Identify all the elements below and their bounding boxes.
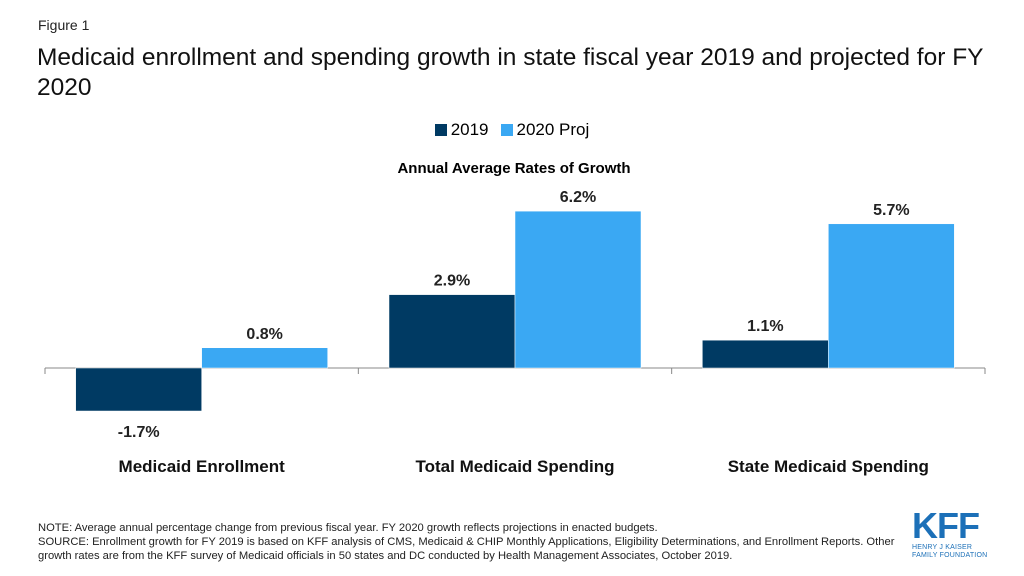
- page-title: Medicaid enrollment and spending growth …: [37, 44, 984, 101]
- data-label: 6.2%: [560, 189, 596, 206]
- category-label: Total Medicaid Spending: [416, 457, 615, 476]
- bar-2019: [702, 339, 829, 369]
- source-note: NOTE: Average annual percentage change f…: [38, 521, 898, 563]
- category-label: Medicaid Enrollment: [119, 457, 286, 476]
- bar-chart: -1.7% 0.8% Medicaid Enrollment 2.9% 6.2% Tota…: [44, 189, 986, 476]
- bar-2019: [388, 294, 516, 369]
- category-label: State Medicaid Spending: [728, 457, 929, 476]
- data-label: 2.9%: [434, 273, 470, 290]
- bar-2020-proj: [514, 210, 642, 369]
- chart-subtitle: Annual Average Rates of Growth: [397, 160, 631, 177]
- data-label: 0.8%: [246, 326, 282, 343]
- bar-2020-proj: [201, 347, 328, 369]
- figure-label: Figure 1: [38, 17, 90, 33]
- kff-logo: KFF HENRY J KAISER FAMILY FOUNDATION: [912, 508, 992, 560]
- logo-line-2: FAMILY FOUNDATION: [912, 552, 988, 559]
- data-label: 1.1%: [747, 318, 783, 335]
- data-label: 5.7%: [873, 202, 909, 219]
- legend-item-2020-proj: 2020 Proj: [500, 120, 590, 140]
- source-text: SOURCE: Enrollment growth for FY 2019 is…: [38, 536, 895, 562]
- logo-line-1: HENRY J KAISER: [912, 544, 973, 551]
- bar-2019: [75, 367, 202, 412]
- note-text: NOTE: Average annual percentage change f…: [38, 522, 658, 534]
- bar-2020-proj: [828, 223, 955, 369]
- data-label: -1.7%: [118, 424, 160, 441]
- legend-item-2019: 2019: [434, 120, 489, 140]
- legend-label-2019: 2019: [450, 120, 489, 139]
- chart-legend: 2019 2020 Proj: [0, 120, 1024, 140]
- legend-swatch-2019: [434, 124, 447, 136]
- legend-label-2020-proj: 2020 Proj: [516, 120, 590, 139]
- legend-swatch-2020-proj: [500, 124, 513, 136]
- logo-mark: KFF: [912, 505, 980, 546]
